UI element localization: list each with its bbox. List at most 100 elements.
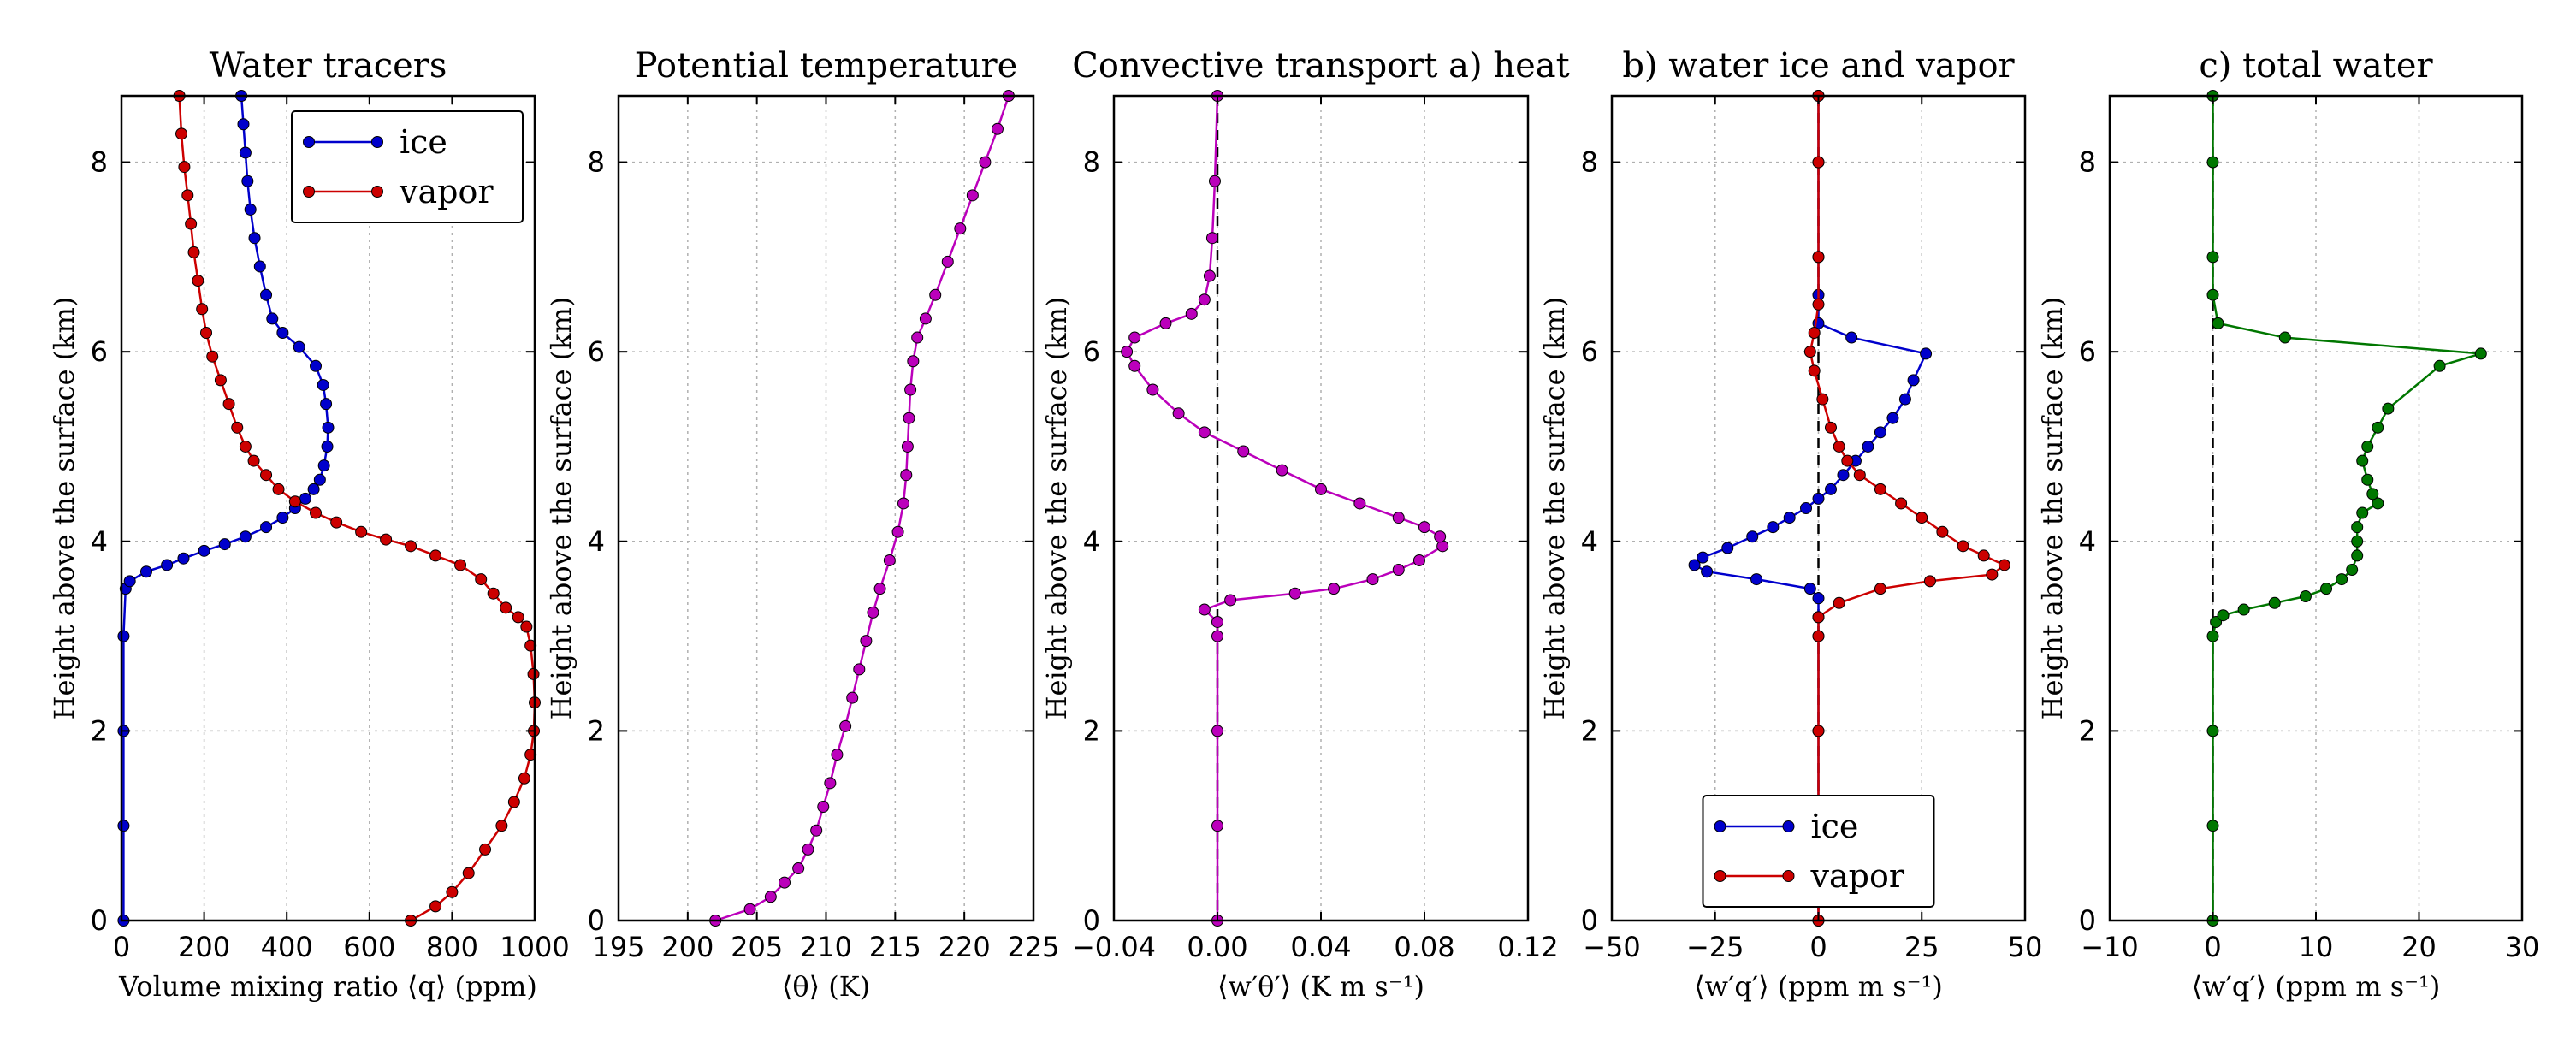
y-tick-label: 6 — [91, 335, 108, 368]
data-point — [810, 824, 823, 837]
data-point — [966, 189, 979, 202]
data-point — [1412, 554, 1425, 566]
legend-marker — [371, 136, 383, 148]
y-tick-label: 8 — [1083, 146, 1100, 179]
y-tick-label: 0 — [588, 904, 605, 937]
data-point — [1886, 412, 1899, 424]
y-tick-label: 2 — [588, 714, 605, 747]
data-point — [1185, 307, 1198, 320]
data-point — [2356, 454, 2369, 467]
data-point — [1874, 426, 1886, 439]
data-point — [475, 573, 488, 586]
data-point — [954, 222, 967, 235]
x-axis-label: Volume mixing ratio ⟨q⟩ (ppm) — [118, 970, 537, 1003]
chart-panel-2: 195 200 205 210 215 220 225 0 2 4 6 8 Potential temp… — [545, 46, 1060, 1003]
data-point — [2206, 156, 2219, 169]
data-point — [1812, 298, 1825, 311]
data-point — [1833, 596, 1845, 609]
legend-marker — [1782, 820, 1795, 832]
data-point — [2356, 506, 2369, 519]
x-tick-label: −50 — [1583, 931, 1641, 963]
x-tick-label: 800 — [426, 931, 478, 963]
data-point — [1837, 469, 1850, 482]
data-point — [206, 350, 219, 363]
data-point — [1800, 502, 1813, 514]
data-point — [310, 506, 323, 519]
data-point — [907, 355, 920, 368]
data-point — [185, 217, 198, 230]
data-point — [276, 327, 289, 340]
data-point — [524, 749, 537, 761]
data-point — [802, 843, 814, 856]
data-point — [792, 862, 805, 875]
data-point — [429, 549, 442, 562]
data-point — [1957, 540, 1969, 553]
data-point — [200, 327, 213, 340]
data-point — [824, 777, 837, 790]
data-point — [260, 521, 273, 534]
data-point — [253, 260, 266, 273]
data-point — [1224, 594, 1237, 607]
legend-marker — [1714, 870, 1726, 882]
y-axis-label: Height above the surface (km) — [545, 297, 577, 720]
data-point — [527, 667, 540, 680]
data-point — [214, 374, 227, 387]
plot-frame — [120, 94, 536, 922]
x-tick-label: 25 — [1904, 931, 1939, 963]
data-point — [520, 620, 533, 633]
legend-marker — [1782, 870, 1795, 882]
data-point — [313, 473, 326, 486]
data-point — [518, 772, 530, 785]
x-tick-label: −0.04 — [1072, 931, 1156, 963]
data-point — [244, 203, 257, 216]
y-tick-label: 0 — [91, 904, 108, 937]
data-point — [299, 492, 311, 505]
data-point — [218, 538, 231, 551]
data-point — [198, 544, 210, 557]
data-point — [911, 331, 924, 344]
data-point — [123, 575, 136, 588]
y-tick-label: 8 — [2079, 146, 2096, 179]
data-point — [1803, 346, 1816, 358]
data-point — [1833, 440, 1845, 453]
data-point — [1808, 364, 1821, 377]
data-point — [1203, 269, 1216, 282]
data-point — [2372, 421, 2384, 434]
x-tick-label: 400 — [261, 931, 313, 963]
data-point — [462, 867, 475, 879]
y-tick-label: 0 — [1581, 904, 1598, 937]
data-point — [139, 565, 152, 578]
legend-label: ice — [400, 123, 447, 161]
data-point — [117, 630, 130, 642]
data-point — [1767, 521, 1780, 534]
x-tick-label: −25 — [1686, 931, 1744, 963]
data-point — [192, 275, 204, 287]
data-point — [175, 127, 188, 140]
data-point — [897, 497, 910, 510]
y-tick-label: 0 — [2079, 904, 2096, 937]
data-point — [2206, 251, 2219, 264]
data-point — [317, 459, 330, 472]
data-point — [322, 421, 335, 434]
data-point — [1328, 583, 1341, 595]
x-tick-label: 20 — [2401, 931, 2437, 963]
data-point — [1812, 251, 1825, 264]
data-point — [1392, 564, 1405, 577]
data-point — [495, 820, 508, 832]
data-point — [1276, 464, 1288, 477]
data-point — [2237, 603, 2250, 616]
data-point — [355, 525, 368, 538]
data-point — [1845, 331, 1858, 344]
y-axis-label: Height above the surface (km) — [1040, 297, 1073, 720]
x-tick-label: 0.08 — [1394, 931, 1454, 963]
data-point — [2361, 440, 2374, 453]
data-point — [853, 663, 866, 676]
data-point — [1746, 530, 1759, 543]
data-point — [1418, 521, 1430, 534]
data-point — [405, 540, 417, 553]
legend-marker — [303, 136, 315, 148]
data-point — [307, 483, 320, 495]
x-tick-label: 0.00 — [1187, 931, 1247, 963]
data-point — [1812, 611, 1825, 624]
data-point — [900, 469, 913, 482]
